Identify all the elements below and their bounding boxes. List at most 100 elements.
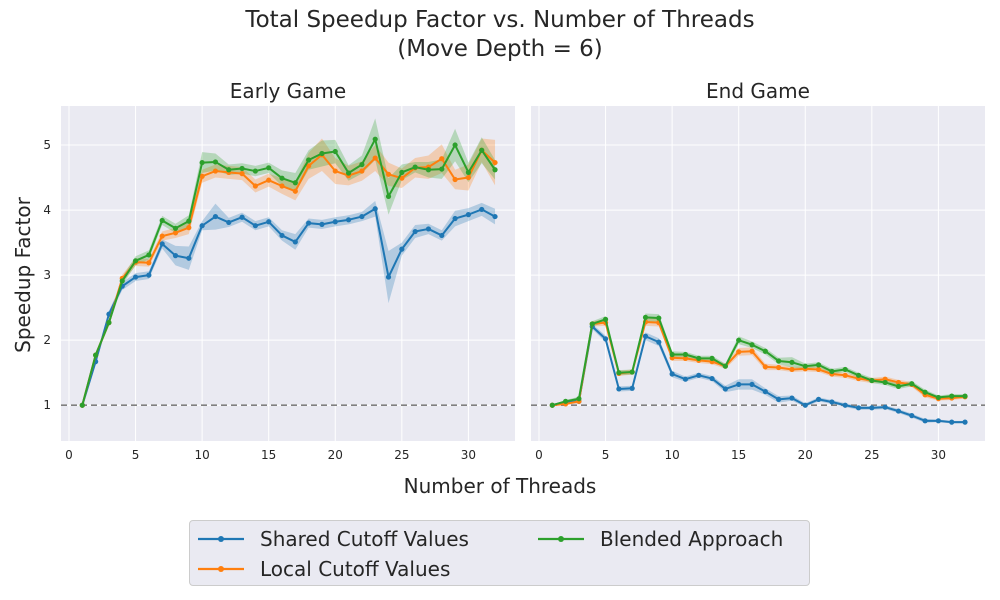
data-point-series-3 <box>669 351 675 358</box>
y-tick-label: 5 <box>43 138 51 152</box>
data-point-series-1 <box>962 419 968 425</box>
data-point-series-3 <box>212 159 219 165</box>
data-point-series-3 <box>842 366 848 373</box>
data-point-series-3 <box>736 337 742 343</box>
data-point-series-3 <box>425 167 432 173</box>
data-point-series-2 <box>762 364 768 370</box>
data-point-series-1 <box>279 232 285 239</box>
data-point-series-1 <box>922 418 928 424</box>
data-point-series-3 <box>656 315 662 321</box>
data-point-series-1 <box>762 388 768 395</box>
data-point-series-1 <box>789 395 795 401</box>
data-point-series-2 <box>465 174 472 181</box>
data-point-series-3 <box>412 164 418 170</box>
legend-label-blended: Blended Approach <box>600 527 784 551</box>
x-tick-label: 25 <box>864 448 879 462</box>
data-point-series-1 <box>439 232 445 239</box>
data-point-series-1 <box>266 219 272 225</box>
data-point-series-2 <box>895 379 902 386</box>
data-point-series-3 <box>252 168 258 174</box>
data-point-series-2 <box>266 177 272 183</box>
data-point-series-2 <box>159 233 165 239</box>
data-point-series-3 <box>895 383 902 389</box>
data-point-series-1 <box>869 405 875 411</box>
data-point-series-3 <box>762 348 768 354</box>
data-point-series-1 <box>159 241 165 247</box>
data-point-series-3 <box>602 316 609 322</box>
x-tick-label: 20 <box>328 448 343 462</box>
data-point-series-1 <box>842 402 848 408</box>
data-point-series-1 <box>385 274 392 280</box>
data-point-series-3 <box>106 320 112 326</box>
data-point-series-3 <box>199 159 205 166</box>
data-point-series-3 <box>722 363 728 369</box>
data-point-series-3 <box>266 165 272 171</box>
data-point-series-3 <box>549 402 555 408</box>
x-tick-label: 15 <box>261 448 276 462</box>
legend-label-local: Local Cutoff Values <box>260 557 451 581</box>
y-tick-label: 2 <box>43 333 51 347</box>
data-point-series-1 <box>425 226 432 232</box>
x-tick-label: 5 <box>602 448 610 462</box>
data-point-series-3 <box>882 379 888 386</box>
legend-swatch-shared <box>198 536 244 542</box>
x-tick-label: 30 <box>931 448 946 462</box>
data-point-series-3 <box>479 147 485 153</box>
y-tick-label: 1 <box>43 398 51 412</box>
x-tick-label: 10 <box>664 448 679 462</box>
data-point-series-3 <box>399 169 405 175</box>
data-point-series-3 <box>492 167 498 173</box>
data-point-series-1 <box>696 372 702 378</box>
data-point-series-3 <box>749 342 755 348</box>
data-point-series-1 <box>935 418 942 424</box>
data-point-series-3 <box>372 136 378 142</box>
x-tick-label: 30 <box>461 448 476 462</box>
data-point-series-1 <box>465 212 472 218</box>
data-point-series-3 <box>385 193 392 200</box>
data-point-series-1 <box>802 402 808 408</box>
data-point-series-3 <box>239 165 245 172</box>
data-point-series-3 <box>93 352 99 358</box>
data-point-series-3 <box>563 398 569 404</box>
data-point-series-3 <box>855 372 862 378</box>
data-point-series-3 <box>439 166 445 172</box>
data-point-series-3 <box>869 377 875 384</box>
data-point-series-1 <box>399 246 405 252</box>
data-point-series-2 <box>186 225 192 231</box>
legend-item-local: Local Cutoff Values <box>198 554 450 584</box>
figure-title-line1: Total Speedup Factor vs. Number of Threa… <box>245 7 755 33</box>
data-point-series-3 <box>159 217 165 224</box>
data-point-series-1 <box>252 223 258 229</box>
data-point-series-3 <box>616 370 622 376</box>
data-point-series-3 <box>789 359 795 365</box>
x-tick-label: 0 <box>65 448 73 462</box>
data-point-series-3 <box>962 393 968 399</box>
x-tick-label: 0 <box>535 448 543 462</box>
data-point-series-2 <box>372 155 378 161</box>
data-point-series-2 <box>439 156 445 162</box>
confidence-band-series-1 <box>82 200 496 406</box>
data-point-series-2 <box>776 364 782 371</box>
y-axis-label: Speedup Factor <box>11 197 35 353</box>
data-point-series-1 <box>736 381 742 388</box>
data-point-series-1 <box>172 253 179 259</box>
data-point-series-1 <box>452 215 458 222</box>
data-point-series-2 <box>789 366 795 373</box>
data-point-series-1 <box>319 221 325 227</box>
data-point-series-2 <box>736 349 742 355</box>
data-point-series-2 <box>292 188 298 194</box>
data-point-series-2 <box>682 355 689 361</box>
legend-swatch-local <box>198 566 244 572</box>
data-point-series-3 <box>709 355 715 361</box>
data-point-series-2 <box>399 175 405 181</box>
data-point-series-3 <box>226 167 232 173</box>
data-point-series-1 <box>642 333 649 339</box>
data-point-series-1 <box>829 399 835 405</box>
data-point-series-2 <box>332 168 338 174</box>
data-point-series-2 <box>359 168 365 174</box>
data-point-series-1 <box>212 213 219 220</box>
data-point-series-3 <box>306 157 312 163</box>
data-point-series-1 <box>895 408 902 414</box>
data-point-series-2 <box>842 372 848 378</box>
